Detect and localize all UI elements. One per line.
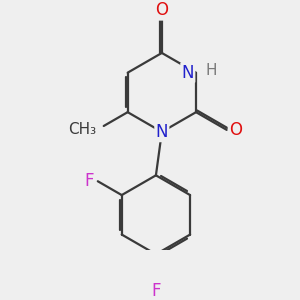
Text: CH₃: CH₃ [68, 122, 96, 137]
Text: O: O [155, 1, 168, 19]
Text: F: F [151, 282, 161, 300]
Text: O: O [229, 121, 242, 139]
Text: N: N [182, 64, 194, 82]
Text: F: F [84, 172, 94, 190]
Text: N: N [156, 123, 168, 141]
Text: H: H [206, 63, 218, 78]
